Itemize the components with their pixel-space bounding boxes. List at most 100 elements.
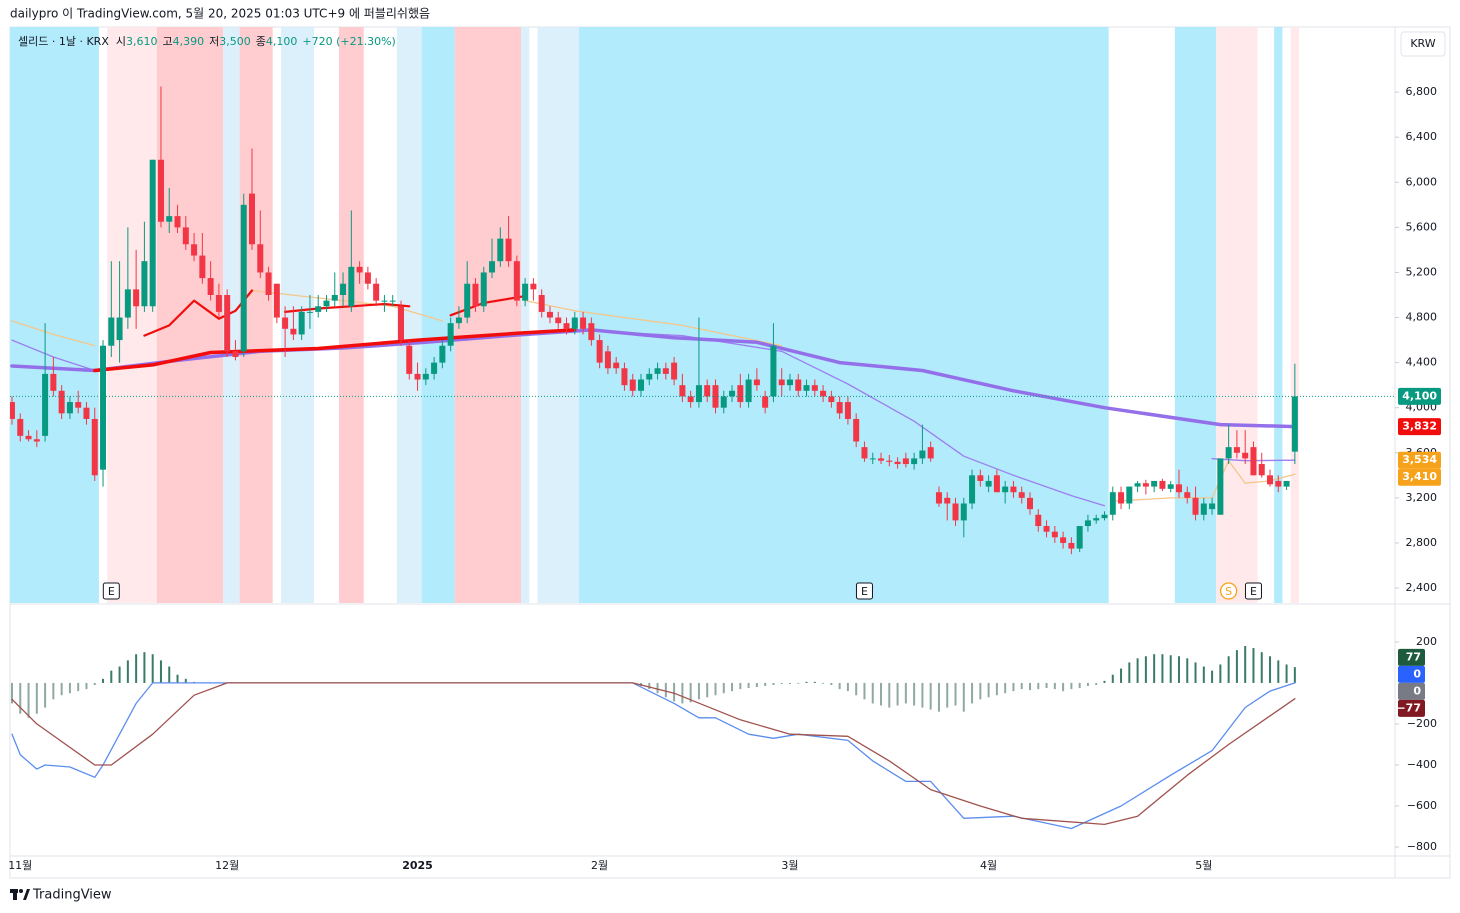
legend-symbol: 셀리드 · 1날 · KRX (18, 35, 109, 48)
candle-body (249, 193, 256, 245)
indicator-label-box (1398, 648, 1425, 666)
histogram-bar (1062, 682, 1065, 692)
x-tick-label: 2월 (591, 859, 608, 872)
histogram-bar (52, 682, 55, 700)
histogram-bar (813, 681, 816, 683)
candle-body (323, 300, 330, 307)
histogram-bar (880, 682, 883, 706)
candle-body (985, 480, 992, 487)
histogram-bar (755, 682, 758, 688)
histogram-bar (135, 654, 138, 683)
y-tick-label: 4,800 (1406, 311, 1438, 324)
y-tick-label: 3,200 (1406, 491, 1438, 504)
histogram-bar (913, 682, 916, 706)
candle-body (381, 300, 388, 302)
histogram-bar (946, 682, 949, 708)
histogram-bar (1029, 682, 1032, 691)
histogram-bar (772, 682, 775, 685)
histogram-bar (126, 660, 129, 683)
histogram-bar (805, 681, 808, 683)
histogram-bar (1260, 652, 1263, 683)
legend-field-label: 고 (162, 35, 172, 48)
candle-body (431, 362, 438, 374)
candle-body (1167, 484, 1174, 489)
candle-body (1142, 483, 1149, 487)
histogram-bar (184, 678, 187, 683)
indicator-line (93, 328, 577, 373)
histogram-bar (151, 654, 154, 683)
candle-body (10, 402, 15, 419)
candle-body (66, 402, 73, 414)
candle-body (1076, 526, 1083, 549)
candle-body (886, 460, 893, 462)
candle-body (290, 328, 297, 335)
y-tick-label: −800 (1407, 840, 1437, 853)
candle-body (778, 379, 785, 386)
candle-body (1217, 458, 1224, 515)
candle-body (546, 311, 553, 318)
candle-body (671, 362, 678, 380)
candle-body (1027, 497, 1034, 510)
candle-body (704, 385, 711, 397)
candle-body (1060, 537, 1067, 543)
candle-body (1291, 396, 1298, 452)
price-label: 3,832 (1402, 420, 1437, 433)
x-tick-label: 11월 (8, 859, 32, 872)
candle-body (389, 300, 396, 302)
histogram-bar (1186, 658, 1189, 683)
histogram-bar (764, 682, 767, 687)
currency-box[interactable] (1400, 31, 1446, 57)
candle-body (1283, 480, 1290, 487)
histogram-bar (896, 682, 899, 706)
histogram-bar (1252, 648, 1255, 683)
histogram-bar (937, 682, 940, 712)
candle-body (348, 266, 355, 307)
candle-body (265, 272, 272, 295)
histogram-bar (1169, 655, 1172, 683)
candle-body (1192, 497, 1199, 515)
candle-body (1093, 518, 1100, 521)
currency[interactable]: KRW (1410, 37, 1435, 50)
candle-body (340, 283, 347, 295)
histogram-bar (673, 682, 676, 702)
candle-body (654, 368, 661, 374)
price-label: 4,100 (1402, 389, 1437, 402)
histogram-bar (1111, 674, 1114, 683)
candle-body (1134, 483, 1141, 487)
legend-field-label: 저 (209, 35, 219, 48)
candle-body (803, 385, 810, 391)
histogram-bar (1004, 682, 1007, 694)
candle-body (207, 278, 214, 295)
candle-body (42, 373, 49, 436)
background-band (578, 27, 1109, 603)
histogram-bar (1194, 662, 1197, 683)
candle-body (157, 159, 164, 222)
histogram-bar (780, 682, 783, 684)
histogram-bar (102, 678, 105, 683)
candle-body (679, 385, 686, 397)
event-label: S (1225, 585, 1232, 598)
candle-body (729, 390, 736, 397)
candle-body (91, 418, 98, 476)
candle-body (1233, 447, 1240, 453)
candle-body (108, 317, 115, 346)
candle-body (737, 385, 744, 403)
candle-body (17, 418, 24, 436)
x-tick-label: 5월 (1195, 859, 1212, 872)
candle-body (464, 283, 471, 318)
candle-body (745, 379, 752, 403)
candle-body (141, 261, 148, 307)
candle-body (969, 475, 976, 504)
histogram-bar (1103, 680, 1106, 683)
histogram-bar (830, 682, 833, 685)
background-band (1216, 27, 1258, 603)
histogram-bar (904, 682, 907, 704)
histogram-bar (1211, 670, 1214, 683)
candle-body (604, 351, 611, 369)
candle-body (414, 373, 421, 380)
y-tick-label: 5,600 (1406, 220, 1438, 233)
background-band (1290, 27, 1299, 603)
candle-body (1118, 492, 1125, 504)
candle-body (149, 159, 156, 307)
